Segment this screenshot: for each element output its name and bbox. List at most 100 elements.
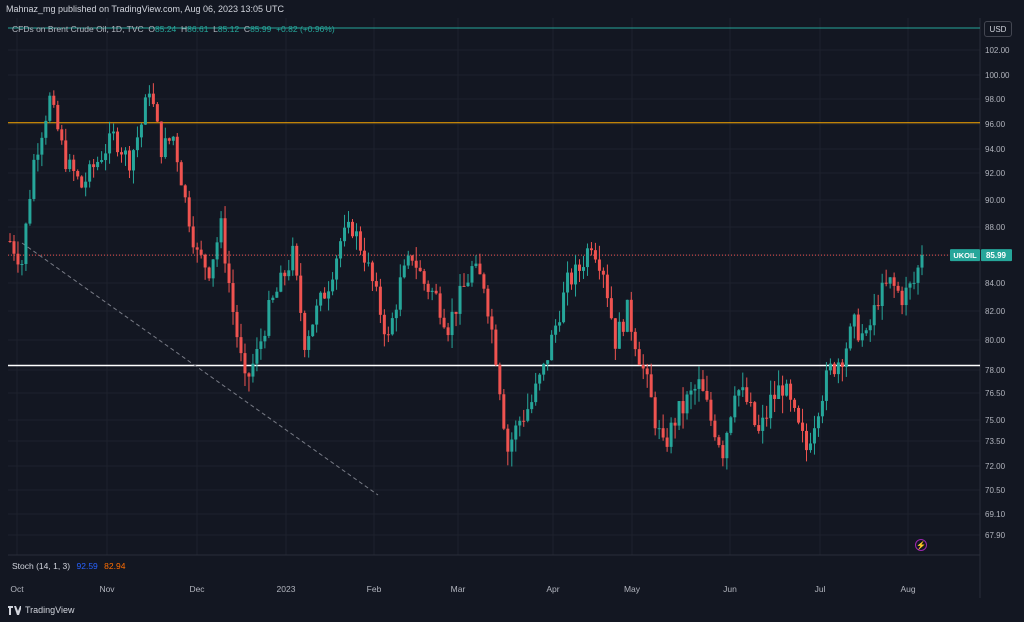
candle-body [669, 422, 673, 447]
candle-body [490, 316, 494, 330]
candle-body [147, 93, 151, 98]
candle-body [892, 277, 896, 286]
candle-body [131, 150, 135, 171]
candle-body [697, 379, 701, 389]
candle-body [653, 397, 657, 429]
candle-body [104, 153, 108, 161]
candle-body [458, 285, 462, 314]
candle-body [287, 270, 291, 277]
candle-body [581, 267, 585, 271]
candle-body [199, 249, 203, 255]
candle-body [482, 274, 486, 289]
stoch-k-value: 92.59 [76, 561, 98, 571]
price-tick-label: 84.00 [985, 279, 1006, 288]
candle-body [593, 250, 597, 260]
candle-body [462, 285, 466, 287]
candle-body [215, 242, 219, 260]
candle-body [143, 97, 147, 125]
candle-body [498, 364, 502, 395]
candle-body [335, 258, 339, 280]
candle-body [438, 293, 442, 318]
candle-body [271, 297, 275, 301]
candle-body [295, 245, 299, 276]
candle-body [526, 409, 530, 421]
price-tick-label: 70.50 [985, 486, 1006, 495]
time-tick-label: May [624, 584, 641, 594]
candle-body [912, 282, 916, 284]
change-value: +0.82 (+0.96%) [276, 24, 335, 34]
candle-body [32, 159, 36, 199]
candle-body [430, 290, 434, 292]
price-tick-label: 80.00 [985, 336, 1006, 345]
price-tick-label: 73.50 [985, 437, 1006, 446]
candle-body [195, 247, 199, 250]
candle-body [418, 267, 422, 272]
candle-body [868, 325, 872, 331]
candle-body [279, 272, 283, 292]
candle-body [175, 136, 179, 163]
candle-body [657, 428, 661, 430]
candle-body [267, 300, 271, 336]
candle-body [876, 305, 880, 307]
candle-body [920, 255, 924, 268]
candle-body [860, 333, 864, 341]
price-tick-label: 72.00 [985, 462, 1006, 471]
candle-body [601, 270, 605, 275]
candle-body [108, 133, 112, 154]
time-tick-label: Jul [815, 584, 826, 594]
candle-body [247, 373, 251, 377]
candle-body [243, 353, 247, 374]
candles [8, 83, 924, 470]
time-tick-label: Jun [723, 584, 737, 594]
candle-body [613, 318, 617, 349]
current-price-tag: UKOIL 85.99 [950, 249, 1012, 262]
candle-body [486, 288, 490, 317]
candle-body [824, 370, 828, 401]
candle-body [303, 312, 307, 350]
candle-body [275, 291, 279, 298]
price-tag-symbol-box [950, 249, 980, 262]
price-tag-value-box [981, 249, 1012, 262]
open-value: 85.24 [155, 24, 177, 34]
footer-brand-text: TradingView [25, 605, 75, 615]
candle-body [442, 317, 446, 328]
candle-body [773, 394, 777, 399]
candle-body [597, 259, 601, 271]
candle-body [904, 287, 908, 306]
candle-body [777, 385, 781, 399]
candle-body [645, 368, 649, 375]
candle-body [808, 443, 812, 451]
candle-body [749, 401, 753, 403]
price-tick-label: 78.00 [985, 366, 1006, 375]
candle-body [542, 363, 546, 375]
currency-button[interactable]: USD [984, 21, 1012, 37]
candle-body [506, 428, 510, 452]
candle-body [135, 137, 139, 151]
candle-body [398, 277, 402, 310]
publish-header: Mahnaz_mg published on TradingView.com, … [6, 4, 285, 14]
candle-body [179, 162, 183, 186]
candle-body [127, 150, 131, 171]
candle-body [510, 439, 514, 452]
candle-body [24, 223, 28, 264]
price-tag-symbol: UKOIL [953, 251, 977, 260]
price-tick-label: 98.00 [985, 95, 1006, 104]
candle-body [16, 253, 20, 265]
candle-body [358, 231, 362, 251]
lightning-icon[interactable]: ⚡ [915, 539, 927, 551]
candle-body [394, 309, 398, 319]
price-tick-label: 82.00 [985, 307, 1006, 316]
candle-body [382, 314, 386, 335]
candle-body [366, 262, 370, 264]
candle-body [916, 267, 920, 283]
candle-body [641, 364, 645, 369]
candle-body [120, 152, 124, 155]
candle-body [171, 136, 175, 141]
price-tag-value: 85.99 [986, 251, 1007, 260]
candle-body [538, 374, 542, 384]
time-tick-label: Nov [99, 584, 115, 594]
candle-body [239, 337, 243, 354]
candle-body [769, 394, 773, 419]
low-label: L [213, 24, 218, 34]
